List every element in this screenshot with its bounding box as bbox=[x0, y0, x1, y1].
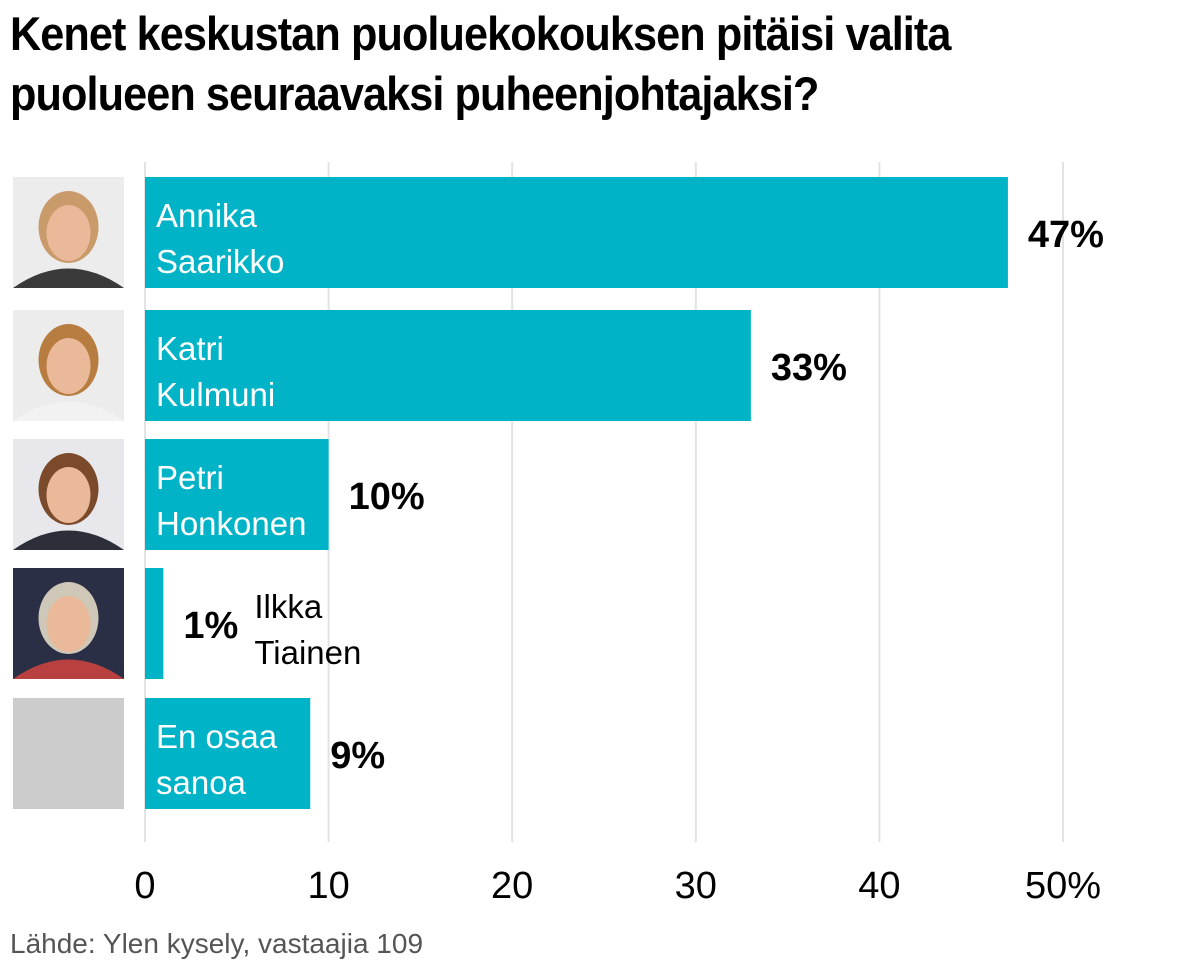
portrait-column bbox=[13, 177, 124, 809]
value-label: 10% bbox=[349, 476, 425, 518]
category-label: Annika Saarikko bbox=[156, 197, 284, 280]
x-tick-label: 20 bbox=[491, 865, 533, 907]
x-tick-label: 50% bbox=[1025, 865, 1101, 907]
source-note: Lähde: Ylen kysely, vastaajia 109 bbox=[10, 928, 424, 959]
x-tick-label: 30 bbox=[675, 865, 717, 907]
category-label-line: Petri bbox=[156, 459, 224, 496]
placeholder-photo-icon bbox=[13, 698, 124, 809]
chart-title-line-1: Kenet keskustan puoluekokouksen pitäisi … bbox=[10, 7, 951, 60]
category-label-line: Katri bbox=[156, 330, 224, 367]
value-label: 33% bbox=[771, 347, 847, 389]
category-label: Ilkka Tiainen bbox=[254, 588, 361, 671]
bars: Annika Saarikko 47% Katri Kulmuni 33% Petri Hon… bbox=[145, 177, 1104, 809]
category-label-line: Kulmuni bbox=[156, 376, 275, 413]
category-label: Katri Kulmuni bbox=[156, 330, 275, 413]
category-label-line: En osaa bbox=[156, 718, 278, 755]
bar-chart: Annika Saarikko 47% Katri Kulmuni 33% Petri Hon… bbox=[13, 162, 1104, 907]
category-label: Petri Honkonen bbox=[156, 459, 306, 542]
x-tick-label: 10 bbox=[307, 865, 349, 907]
category-label-line: Saarikko bbox=[156, 243, 284, 280]
chart-title-line-2: puolueen seuraavaksi puheenjohtajaksi? bbox=[10, 67, 819, 120]
value-label: 9% bbox=[330, 735, 385, 777]
portrait-photo-icon bbox=[13, 439, 124, 550]
bar bbox=[145, 310, 751, 421]
bar bbox=[145, 698, 311, 809]
x-tick-label: 40 bbox=[858, 865, 900, 907]
portrait-photo-icon bbox=[13, 310, 124, 421]
category-label-line: Tiainen bbox=[254, 634, 361, 671]
bar bbox=[145, 177, 1008, 288]
category-label-line: Honkonen bbox=[156, 505, 306, 542]
chart-title: Kenet keskustan puoluekokouksen pitäisi … bbox=[10, 4, 1096, 124]
portrait-photo-icon bbox=[13, 568, 124, 679]
value-label: 47% bbox=[1028, 214, 1104, 256]
category-label-line: Ilkka bbox=[254, 588, 322, 625]
x-tick-label: 0 bbox=[134, 865, 155, 907]
category-label-line: Annika bbox=[156, 197, 258, 234]
category-label-line: sanoa bbox=[156, 764, 247, 801]
portrait-photo-icon bbox=[13, 177, 124, 288]
bar bbox=[145, 439, 329, 550]
x-axis-ticks: 0 10 20 30 40 50% bbox=[134, 865, 1101, 907]
category-label: En osaa sanoa bbox=[156, 718, 278, 801]
value-label: 1% bbox=[183, 605, 238, 647]
bar bbox=[145, 568, 164, 679]
